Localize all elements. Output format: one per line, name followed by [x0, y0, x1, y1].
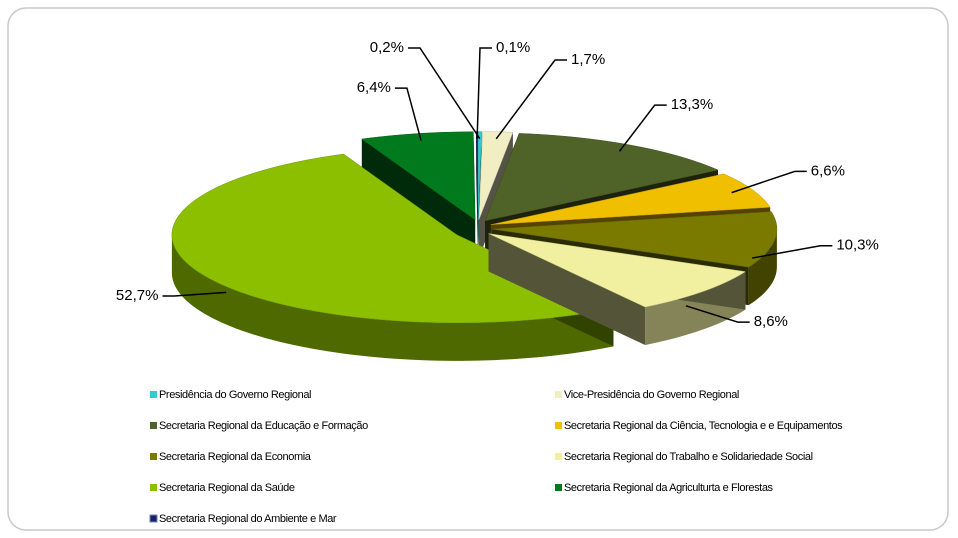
legend-label: Secretaria Regional do Trabalho e Solida…: [564, 451, 813, 463]
leader-line: [476, 47, 492, 139]
leader-line: [618, 104, 667, 152]
slice: [488, 233, 747, 346]
slice-top: [477, 131, 482, 220]
legend-label: Secretaria Regional do Ambiente e Mar: [159, 513, 337, 525]
leader-line: [408, 47, 481, 140]
leader-line: [751, 244, 833, 259]
legend-marker: [555, 391, 562, 398]
legend-label: Secretaria Regional da Educação e Formaç…: [159, 420, 368, 432]
slice-top: [171, 153, 615, 324]
leader-line: [685, 305, 750, 323]
legend-marker: [150, 484, 157, 491]
legend-label: Secretaria Regional da Agriculturta e Fl…: [564, 482, 774, 494]
legend-label: Presidência do Governo Regional: [159, 389, 311, 401]
leader-line: [394, 87, 422, 141]
data-label: 0,1%: [496, 39, 530, 56]
slice-side: [171, 234, 614, 361]
legend-marker: [150, 391, 157, 398]
leader-line: [731, 170, 807, 194]
data-label: 6,4%: [357, 79, 391, 96]
legend-marker: [150, 453, 157, 460]
data-label: 6,6%: [811, 162, 845, 179]
legend-marker: [555, 453, 562, 460]
slice-top: [478, 131, 514, 220]
slice-wall: [488, 233, 646, 346]
legend-marker: [149, 514, 158, 523]
slice-top: [488, 233, 747, 308]
slice-side: [748, 229, 777, 306]
data-label: 0,2%: [370, 39, 404, 56]
slice-top: [361, 131, 476, 221]
slice-top: [484, 133, 719, 222]
legend-marker: [150, 422, 157, 429]
legend-marker: [555, 484, 562, 491]
data-label: 52,7%: [116, 287, 159, 304]
legend-label: Secretaria Regional da Ciência, Tecnolog…: [564, 420, 843, 432]
legend-label: Secretaria Regional da Economia: [159, 451, 312, 463]
legend-label: Secretaria Regional da Saúde: [159, 482, 295, 494]
leader-line: [162, 291, 227, 297]
data-label: 13,3%: [671, 96, 714, 113]
slice-top: [490, 173, 771, 225]
leader-line: [495, 59, 567, 140]
data-label: 8,6%: [754, 313, 788, 330]
data-label: 1,7%: [571, 51, 605, 68]
legend-marker: [555, 422, 562, 429]
slice-top: [491, 211, 778, 268]
legend-label: Vice-Presidência do Governo Regional: [564, 389, 739, 401]
data-label: 10,3%: [836, 237, 879, 254]
